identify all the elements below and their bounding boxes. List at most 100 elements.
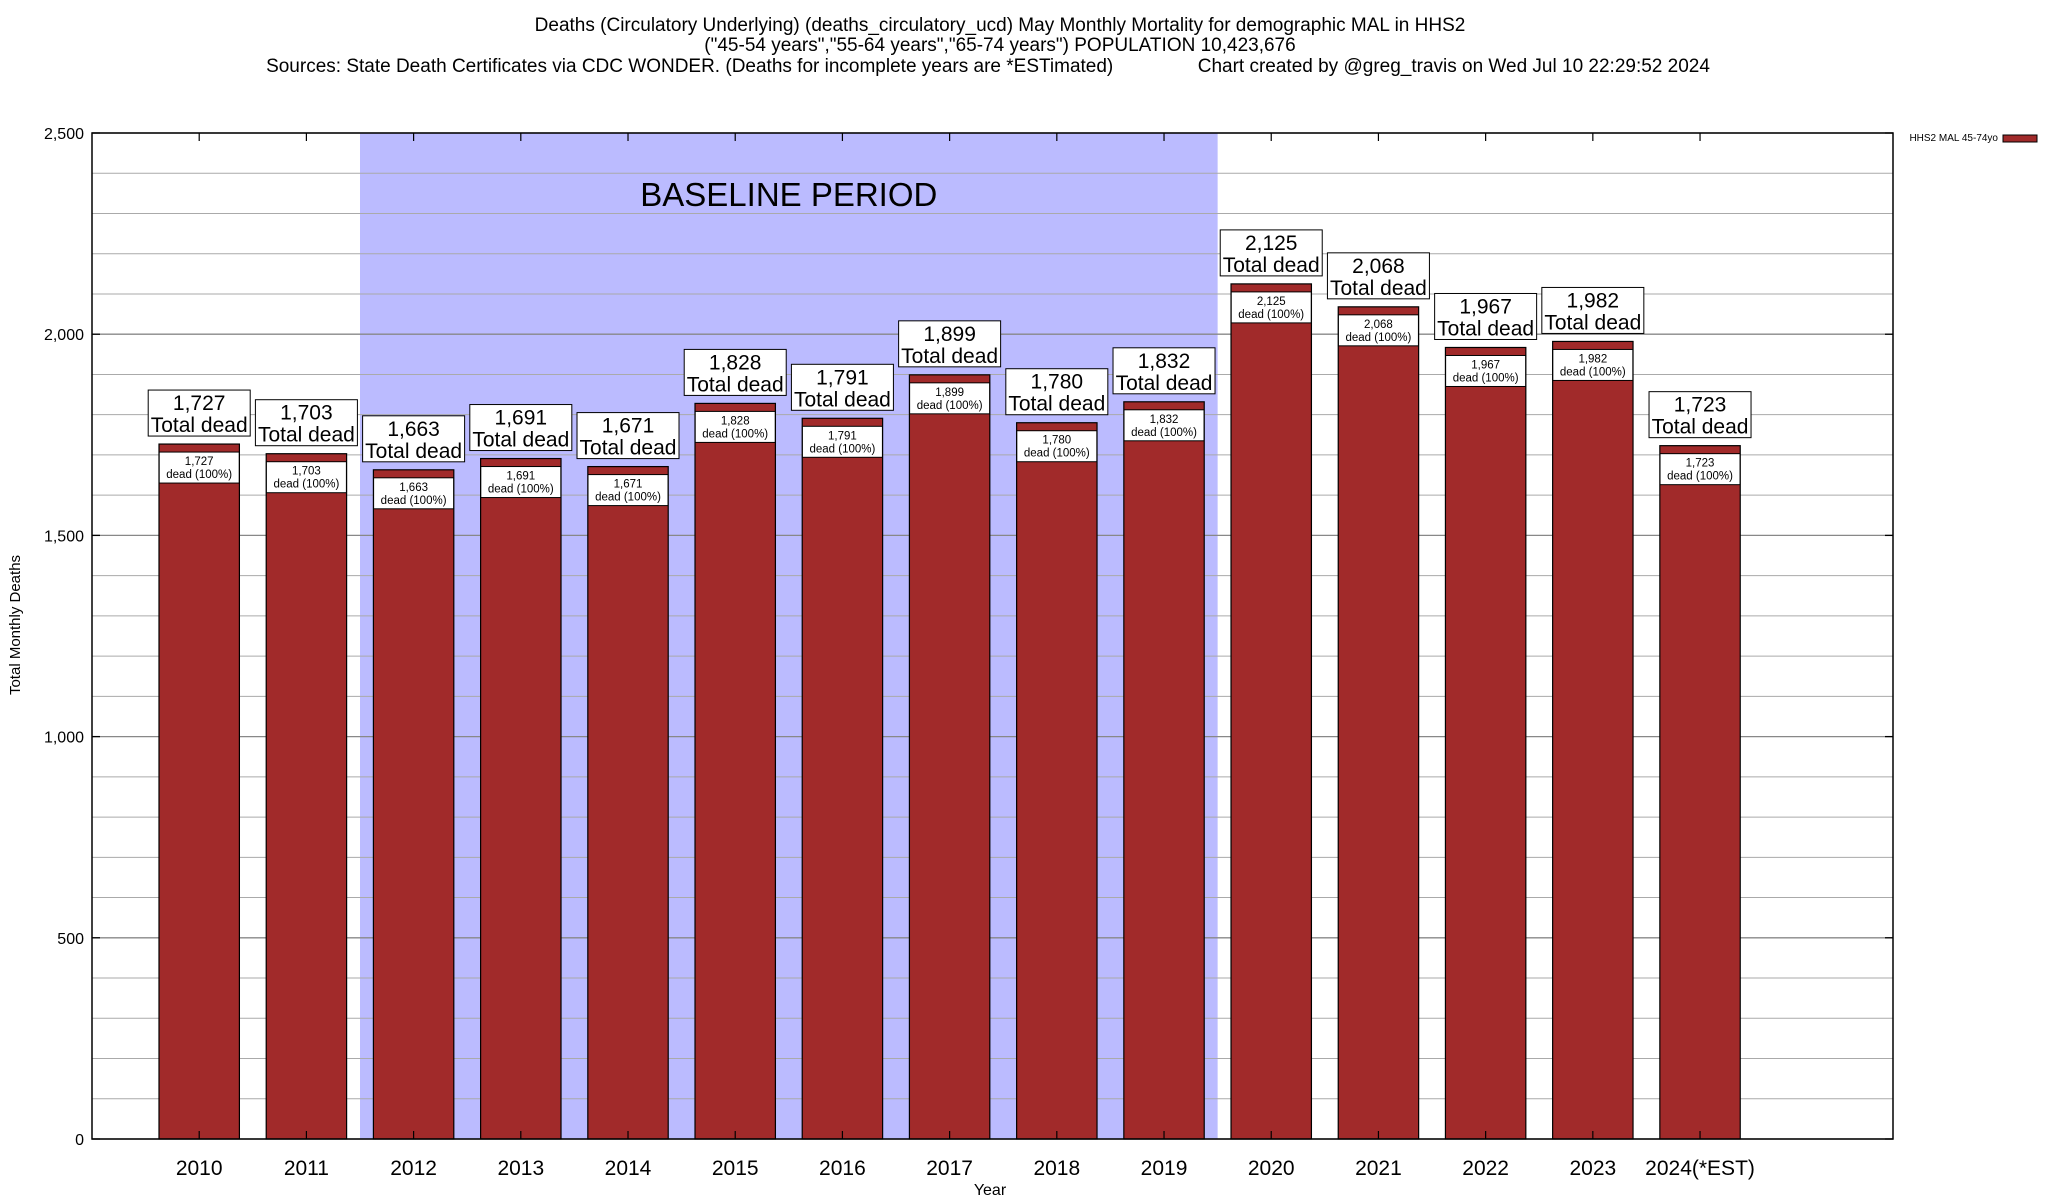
- x-tick-label: 2015: [712, 1157, 759, 1180]
- total-value-label: 1,691: [495, 407, 548, 430]
- inner-percent-label: dead (100%): [166, 469, 232, 481]
- inner-value-label: 1,967: [1471, 359, 1500, 371]
- total-dead-label: Total dead: [1116, 372, 1213, 395]
- inner-percent-label: dead (100%): [702, 428, 768, 440]
- total-dead-label: Total dead: [151, 414, 248, 437]
- x-tick-label: 2016: [819, 1157, 866, 1180]
- bar: [801, 417, 884, 1140]
- inner-label-box: [1659, 453, 1741, 486]
- bar: [908, 374, 991, 1140]
- total-dead-label: Total dead: [1652, 416, 1749, 439]
- inner-percent-label: dead (100%): [1667, 471, 1733, 483]
- y-tick-label: 500: [57, 931, 84, 948]
- total-label-box: [683, 348, 787, 396]
- total-value-label: 1,671: [602, 415, 655, 438]
- inner-label-box: [909, 382, 991, 415]
- total-label-box: [1541, 286, 1645, 334]
- x-tick-label: 2011: [284, 1157, 329, 1180]
- inner-percent-label: dead (100%): [273, 479, 339, 491]
- total-dead-label: Total dead: [472, 429, 569, 452]
- bar: [587, 465, 669, 1140]
- y-tick-label: 2,000: [44, 327, 84, 344]
- inner-percent-label: dead (100%): [809, 443, 875, 455]
- inner-label-box: [265, 461, 347, 494]
- bar: [694, 402, 777, 1140]
- inner-value-label: 2,068: [1364, 319, 1393, 331]
- total-value-label: 2,125: [1245, 232, 1298, 255]
- inner-value-label: 1,691: [506, 471, 535, 483]
- bar: [480, 457, 562, 1140]
- x-tick-label: 2023: [1569, 1157, 1616, 1180]
- total-dead-label: Total dead: [365, 440, 462, 463]
- inner-percent-label: dead (100%): [1453, 372, 1519, 384]
- inner-percent-label: dead (100%): [595, 492, 661, 504]
- legend: HHS2 MAL 45-74yo: [1909, 133, 2038, 144]
- inner-label-box: [1230, 291, 1312, 324]
- total-dead-label: Total dead: [687, 373, 784, 396]
- inner-label-box: [1445, 354, 1527, 387]
- x-tick-label: 2010: [176, 1157, 223, 1180]
- x-tick-label: 2022: [1462, 1157, 1509, 1180]
- total-label-box: [362, 415, 466, 463]
- x-tick-label: 2014: [605, 1157, 652, 1180]
- baseline-period-label: BASELINE PERIOD: [640, 176, 937, 213]
- total-label-box: [1005, 368, 1109, 416]
- total-value-label: 1,780: [1031, 371, 1084, 394]
- total-dead-label: Total dead: [1008, 393, 1105, 416]
- inner-value-label: 2,125: [1257, 296, 1286, 308]
- total-label-box: [790, 363, 894, 411]
- total-dead-label: Total dead: [1437, 317, 1534, 340]
- bar: [1230, 283, 1313, 1140]
- x-tick-label: 2019: [1141, 1157, 1188, 1180]
- axes: 0 500 1,000 1,500 2,000 2,500 2010 2011 2012 2013…: [44, 126, 1894, 1180]
- total-value-label: 1,703: [280, 402, 333, 425]
- total-dead-label: Total dead: [901, 345, 998, 368]
- inner-label-box: [694, 410, 776, 443]
- inner-percent-label: dead (100%): [1131, 427, 1197, 439]
- inner-value-label: 1,832: [1150, 414, 1179, 426]
- total-label-box: [147, 389, 251, 437]
- total-value-label: 2,068: [1352, 255, 1405, 278]
- inner-percent-label: dead (100%): [917, 400, 983, 412]
- inner-value-label: 1,671: [614, 479, 643, 491]
- inner-percent-label: dead (100%): [1238, 309, 1304, 321]
- inner-label-box: [801, 425, 883, 458]
- inner-label-box: [1337, 314, 1419, 347]
- total-value-label: 1,791: [816, 366, 869, 389]
- y-tick-label: 0: [75, 1132, 84, 1149]
- inner-percent-label: dead (100%): [1345, 332, 1411, 344]
- bar: [265, 453, 348, 1140]
- y-tick-label: 1,500: [44, 528, 84, 545]
- inner-label-box: [1016, 430, 1098, 463]
- total-value-label: 1,982: [1567, 289, 1620, 312]
- inner-label-box: [158, 451, 240, 484]
- inner-label-box: [1123, 409, 1205, 442]
- total-value-label: 1,967: [1459, 295, 1512, 318]
- y-tick-label: 2,500: [44, 126, 84, 143]
- inner-percent-label: dead (100%): [1560, 366, 1626, 378]
- chart-title: Deaths (Circulatory Underlying) (deaths_…: [266, 15, 1710, 77]
- total-dead-label: Total dead: [794, 388, 891, 411]
- total-dead-label: Total dead: [258, 424, 355, 447]
- total-dead-label: Total dead: [1223, 254, 1320, 277]
- total-value-label: 1,663: [387, 418, 440, 441]
- legend-swatch: [2002, 134, 2038, 143]
- total-dead-label: Total dead: [580, 437, 677, 460]
- legend-label: HHS2 MAL 45-74yo: [1909, 133, 1998, 144]
- x-tick-label: 2017: [926, 1157, 973, 1180]
- inner-value-label: 1,899: [935, 387, 964, 399]
- inner-label-box: [373, 477, 455, 510]
- y-tick-label: 1,000: [44, 730, 84, 747]
- title-line-1: Deaths (Circulatory Underlying) (deaths_…: [535, 15, 1466, 36]
- total-label-box: [1648, 391, 1752, 439]
- total-dead-label: Total dead: [1330, 277, 1427, 300]
- x-tick-label: 2021: [1355, 1157, 1402, 1180]
- total-value-label: 1,723: [1674, 394, 1727, 417]
- bar: [1444, 346, 1527, 1140]
- y-axis-label: Total Monthly Deaths: [7, 555, 24, 695]
- x-tick-label: 2018: [1033, 1157, 1080, 1180]
- inner-value-label: 1,828: [721, 415, 750, 427]
- total-value-label: 1,727: [173, 392, 226, 415]
